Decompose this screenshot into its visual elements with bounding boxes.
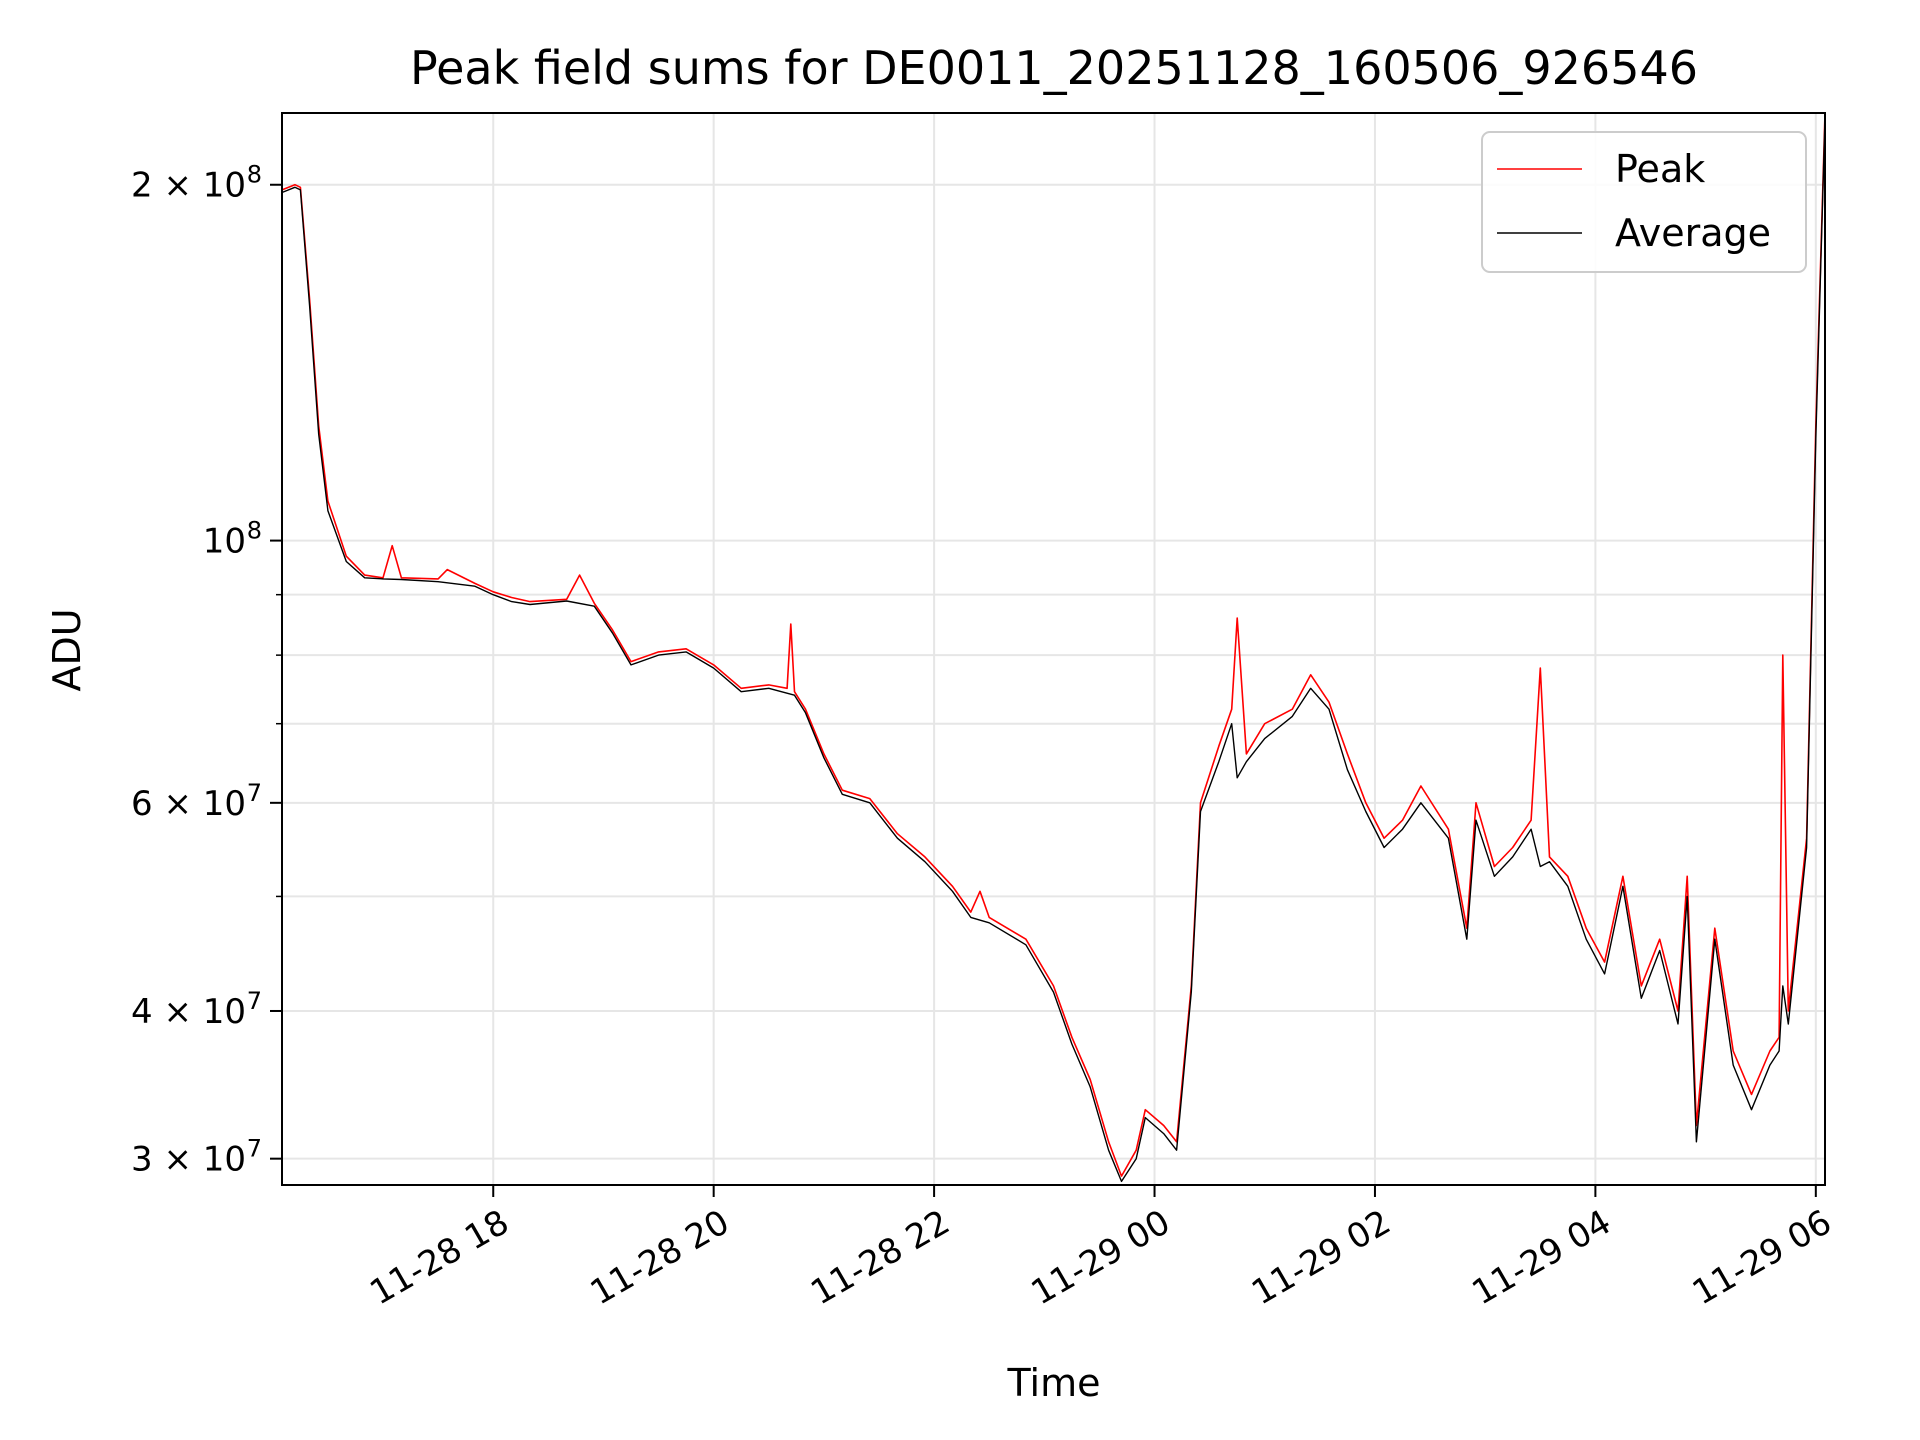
chart-title: Peak field sums for DE0011_20251128_1605… [410,41,1698,95]
y-tick-exponent: 8 [247,517,262,545]
y-tick-base: 6 × 10 [131,784,246,824]
x-axis-label: Time [1007,1361,1101,1405]
y-tick-label: 74 × 10 [131,987,262,1032]
y-tick-label: 73 × 10 [131,1135,262,1180]
y-axis-label: ADU [45,608,89,691]
y-tick-label: 82 × 10 [131,161,262,206]
y-tick-label: 76 × 10 [131,779,262,824]
y-tick-exponent: 7 [247,987,262,1015]
legend-label-average: Average [1615,211,1771,255]
y-tick-base: 10 [203,522,246,562]
legend: Peak Average [1482,132,1806,272]
y-tick-base: 3 × 10 [131,1140,246,1180]
y-tick-exponent: 8 [247,161,262,189]
y-tick-base: 4 × 10 [131,992,246,1032]
legend-label-peak: Peak [1615,147,1705,191]
y-tick-exponent: 7 [247,1135,262,1163]
y-tick-exponent: 7 [247,779,262,807]
y-tick-base: 2 × 10 [131,166,246,206]
